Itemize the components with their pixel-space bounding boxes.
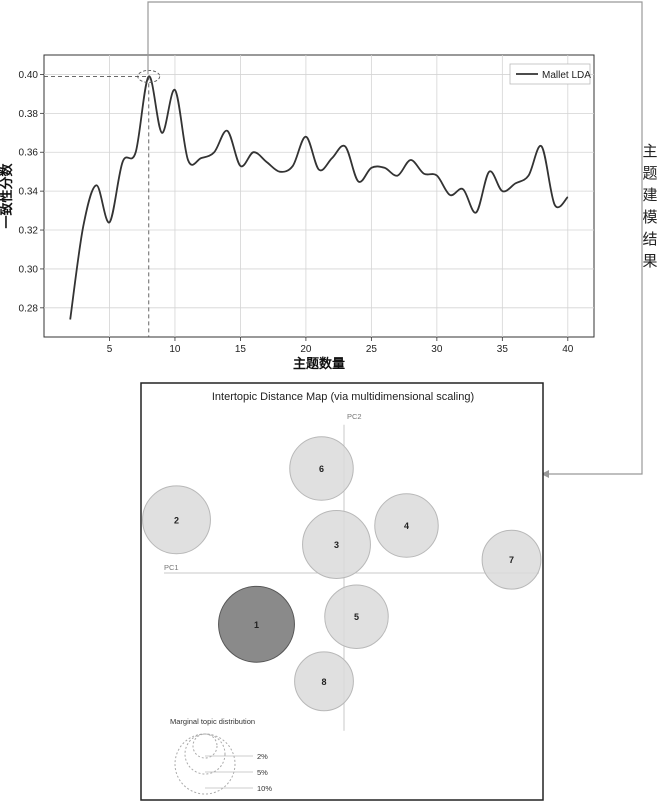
topic-bubble-circle[interactable]: [374, 493, 439, 558]
y-tick-label: 0.34: [19, 187, 39, 198]
x-axis-label: 主题数量: [293, 356, 345, 372]
topic-bubble-8[interactable]: 8: [294, 651, 354, 712]
marginal-topic-legend: Marginal topic distribution 2% 5% 10%: [170, 717, 272, 795]
pc1-axis-label: PC1: [164, 563, 179, 572]
topic-bubble-6[interactable]: 6: [289, 436, 354, 501]
pc2-axis-label: PC2: [347, 412, 362, 421]
marginal-label-2: 2%: [257, 752, 268, 761]
topic-bubble-1[interactable]: 1: [218, 585, 295, 663]
marginal-circle-2: [192, 733, 218, 759]
line-chart-series: [44, 69, 569, 337]
topic-bubble-circle[interactable]: [142, 485, 211, 555]
x-tick-label: 35: [497, 344, 509, 355]
topic-bubble-label: 2: [174, 515, 179, 525]
x-tick-label: 25: [366, 344, 378, 355]
intertopic-distance-map: Intertopic Distance Map (via multidimens…: [140, 382, 544, 801]
y-tick-label: 0.28: [19, 303, 39, 314]
topic-bubble-7[interactable]: 7: [481, 529, 542, 590]
topic-bubble-5[interactable]: 5: [324, 584, 389, 649]
topic-modeling-result-label: 主题建模结果: [642, 142, 658, 270]
legend-label-mallet-lda: Mallet LDA: [542, 70, 591, 81]
y-tick-label: 0.30: [19, 264, 39, 275]
topic-bubble-4[interactable]: 4: [374, 493, 439, 558]
y-axis-label: 一致性分数: [0, 163, 15, 229]
topic-bubble-label: 5: [354, 612, 359, 622]
result-connector-arrow: [147, 1, 643, 478]
connector-line: [147, 1, 643, 475]
y-tick-label: 0.40: [19, 70, 39, 81]
topic-bubble-circle[interactable]: [289, 436, 354, 501]
marginal-label-5: 5%: [257, 768, 268, 777]
line-chart-grid: [44, 55, 594, 337]
topic-bubble-label: 7: [509, 555, 514, 565]
x-tick-label: 5: [107, 344, 113, 355]
topic-bubble-circle[interactable]: [218, 585, 295, 663]
x-tick-label: 10: [169, 344, 181, 355]
topic-bubble-2[interactable]: 2: [142, 485, 211, 555]
line-chart-ticks: 5 10 15 20 25 30 35 40 0.28 0.30 0.32 0.34 0.36 0.38 0…: [19, 70, 574, 355]
optimal-point-marker: [137, 69, 161, 83]
topic-bubble-label: 8: [321, 677, 326, 687]
marginal-legend-title: Marginal topic distribution: [170, 717, 255, 726]
x-tick-label: 30: [431, 344, 443, 355]
line-chart-legend: Mallet LDA: [509, 63, 591, 85]
line-chart-frame: [43, 54, 595, 338]
topic-bubble-label: 3: [334, 540, 339, 550]
x-tick-label: 15: [235, 344, 247, 355]
topic-bubbles: 1 2 3 4 5 6 7 8: [142, 436, 542, 712]
x-tick-label: 40: [562, 344, 574, 355]
y-tick-label: 0.32: [19, 226, 39, 237]
legend-box: [509, 63, 591, 85]
topic-bubble-label: 4: [404, 521, 409, 531]
topic-bubble-circle[interactable]: [481, 529, 542, 590]
y-tick-label: 0.38: [19, 109, 39, 120]
topic-bubble-label: 1: [254, 620, 259, 630]
topic-bubble-label: 6: [319, 464, 324, 474]
topic-bubble-3[interactable]: 3: [302, 510, 371, 579]
topic-bubble-circle[interactable]: [294, 651, 354, 712]
y-tick-label: 0.36: [19, 148, 39, 159]
topic-bubble-circle[interactable]: [324, 584, 389, 649]
x-tick-label: 20: [300, 344, 312, 355]
marginal-label-10: 10%: [257, 784, 272, 793]
topic-bubble-circle[interactable]: [302, 510, 371, 579]
coherence-line-chart: 5 10 15 20 25 30 35 40 0.28 0.30 0.32 0.34 0.36 0.38 0…: [0, 54, 595, 372]
connector-arrowhead: [541, 470, 549, 478]
distance-map-title: Intertopic Distance Map (via multidimens…: [212, 391, 474, 403]
